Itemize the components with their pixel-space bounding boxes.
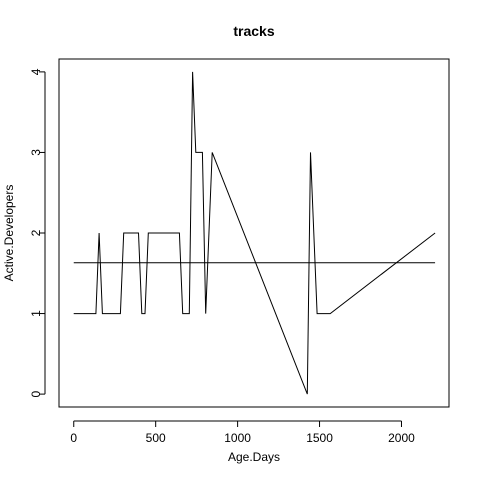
y-tick-label: 1 <box>29 310 43 317</box>
plot-frame <box>58 58 450 408</box>
x-axis-label: Age.Days <box>228 450 280 464</box>
x-tick-label: 1500 <box>306 431 333 445</box>
x-axis: 0 500 1000 1500 2000 <box>70 420 415 445</box>
x-tick-label: 0 <box>70 431 77 445</box>
x-tick-label: 1000 <box>224 431 251 445</box>
y-tick-label: 2 <box>29 229 43 236</box>
y-axis-label: Active.Developers <box>2 185 16 282</box>
x-tick-label: 2000 <box>388 431 415 445</box>
x-tick-label: 500 <box>146 431 166 445</box>
y-tick-label: 3 <box>29 149 43 156</box>
y-axis: 0 1 2 3 4 <box>29 68 46 397</box>
y-tick-label: 4 <box>29 68 43 75</box>
y-tick-label: 0 <box>29 390 43 397</box>
chart-title: tracks <box>233 23 274 39</box>
series-line <box>73 71 436 395</box>
